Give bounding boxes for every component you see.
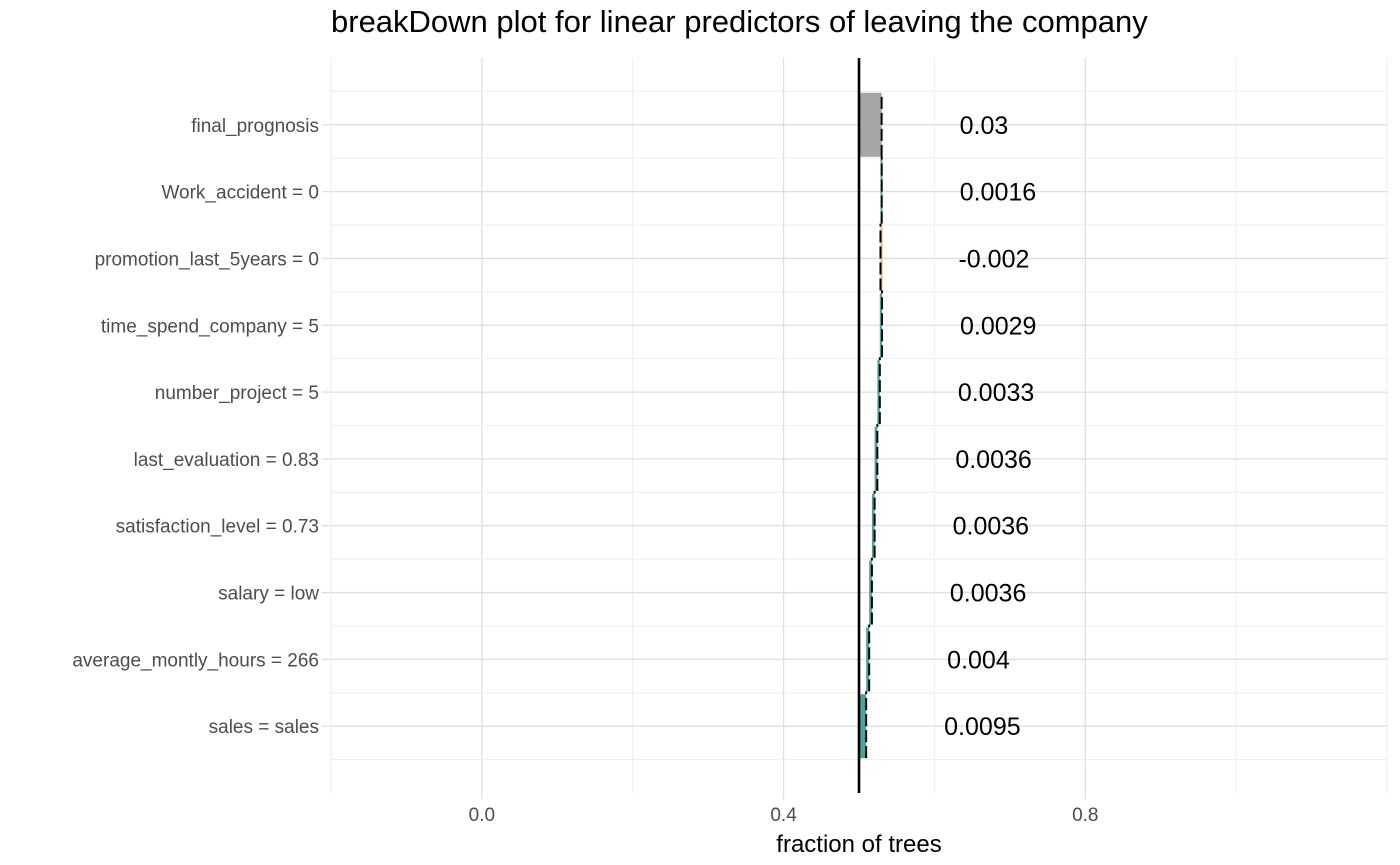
value-label: 0.0029	[960, 312, 1036, 340]
value-label: 0.0033	[958, 379, 1034, 407]
y-tick-label: time_spend_company = 5	[101, 316, 319, 337]
value-label: 0.03	[960, 112, 1009, 140]
x-tick-label: 0.8	[1072, 805, 1098, 826]
x-axis-title: fraction of trees	[776, 831, 941, 858]
bar-positive	[871, 493, 875, 558]
value-label: -0.002	[958, 245, 1029, 273]
value-label: 0.0016	[960, 179, 1036, 207]
bar-positive	[879, 293, 883, 358]
y-tick-label: satisfaction_level = 0.73	[116, 517, 319, 538]
bar-positive	[869, 560, 872, 625]
bar-positive	[859, 694, 867, 759]
bar-total	[859, 92, 882, 157]
bar-positive	[874, 426, 878, 491]
x-tick-label: 0.0	[469, 805, 495, 826]
y-tick-label: sales = sales	[209, 717, 319, 738]
y-tick-label: last_evaluation = 0.83	[134, 450, 319, 471]
value-label: 0.0036	[953, 513, 1029, 541]
y-tick-label: final_prognosis	[191, 116, 319, 137]
bar-positive	[866, 627, 870, 692]
value-label: 0.0095	[944, 713, 1020, 741]
y-tick-label: salary = low	[218, 584, 319, 605]
value-label: 0.0036	[955, 446, 1031, 474]
chart-title: breakDown plot for linear predictors of …	[331, 4, 1148, 39]
y-tick-label: number_project = 5	[155, 383, 319, 404]
value-label: 0.0036	[950, 580, 1026, 608]
bar-positive	[877, 360, 880, 425]
y-tick-label: promotion_last_5years = 0	[95, 249, 319, 270]
y-tick-label: average_montly_hours = 266	[72, 650, 319, 671]
value-label: 0.004	[947, 646, 1010, 674]
y-tick-label: Work_accident = 0	[161, 183, 319, 204]
x-tick-label: 0.4	[770, 805, 797, 826]
